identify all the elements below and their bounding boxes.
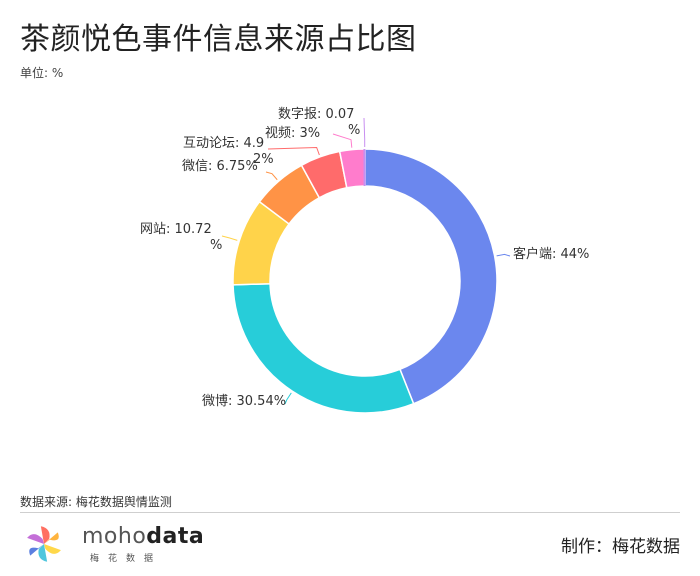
donut-slices [232, 148, 498, 414]
brand-name-light: moho [82, 524, 147, 549]
leader-line-数字报 [363, 117, 366, 148]
pinwheel-logo-icon [27, 526, 61, 562]
slice-label-数字报: 数字报: 0.07% [278, 107, 360, 138]
donut-chart: 客户端: 44% 微博: 30.54% 网站: 10.72 % 微信: 6.75%互动论… [140, 107, 589, 414]
leader-line-微博 [284, 392, 292, 405]
slice-label-网站: 网站: 10.72% [140, 222, 222, 253]
slice-label-互动论坛: 互动论坛: 4.9 2% [183, 136, 274, 167]
footer-divider [20, 512, 680, 513]
leader-line-客户端 [496, 253, 511, 257]
leader-line-互动论坛 [267, 146, 320, 156]
slice-label-微信: 微信: 6.75% [182, 159, 258, 174]
mohodata-logo: mohodata 梅花数据 [20, 522, 210, 566]
leader-line-微信 [265, 171, 278, 181]
brand-subtitle: 梅花数据 [90, 554, 163, 564]
unit-label: 单位: % [20, 66, 64, 80]
chart-title: 茶颜悦色事件信息来源占比图 [20, 22, 417, 57]
leader-line-视频 [332, 133, 353, 148]
slice-视频[interactable] [338, 148, 366, 189]
brand-name-bold: data [146, 524, 205, 549]
leader-line-网站 [221, 235, 238, 241]
slice-label-视频: 视频: 3% [265, 126, 320, 141]
label-leader-lines [221, 117, 511, 405]
slice-客户端[interactable] [364, 148, 498, 405]
credit-label: 制作：梅花数据 [561, 537, 680, 557]
data-source-note: 数据来源: 梅花数据舆情监测 [20, 495, 172, 509]
brand-name: mohodata [82, 524, 204, 549]
slice-labels: 客户端: 44% 微博: 30.54% 网站: 10.72 % 微信: 6.75%互动论… [140, 107, 589, 409]
slice-label-微博: 微博: 30.54% [202, 394, 286, 409]
slice-label-客户端: 客户端: 44% [513, 246, 589, 262]
